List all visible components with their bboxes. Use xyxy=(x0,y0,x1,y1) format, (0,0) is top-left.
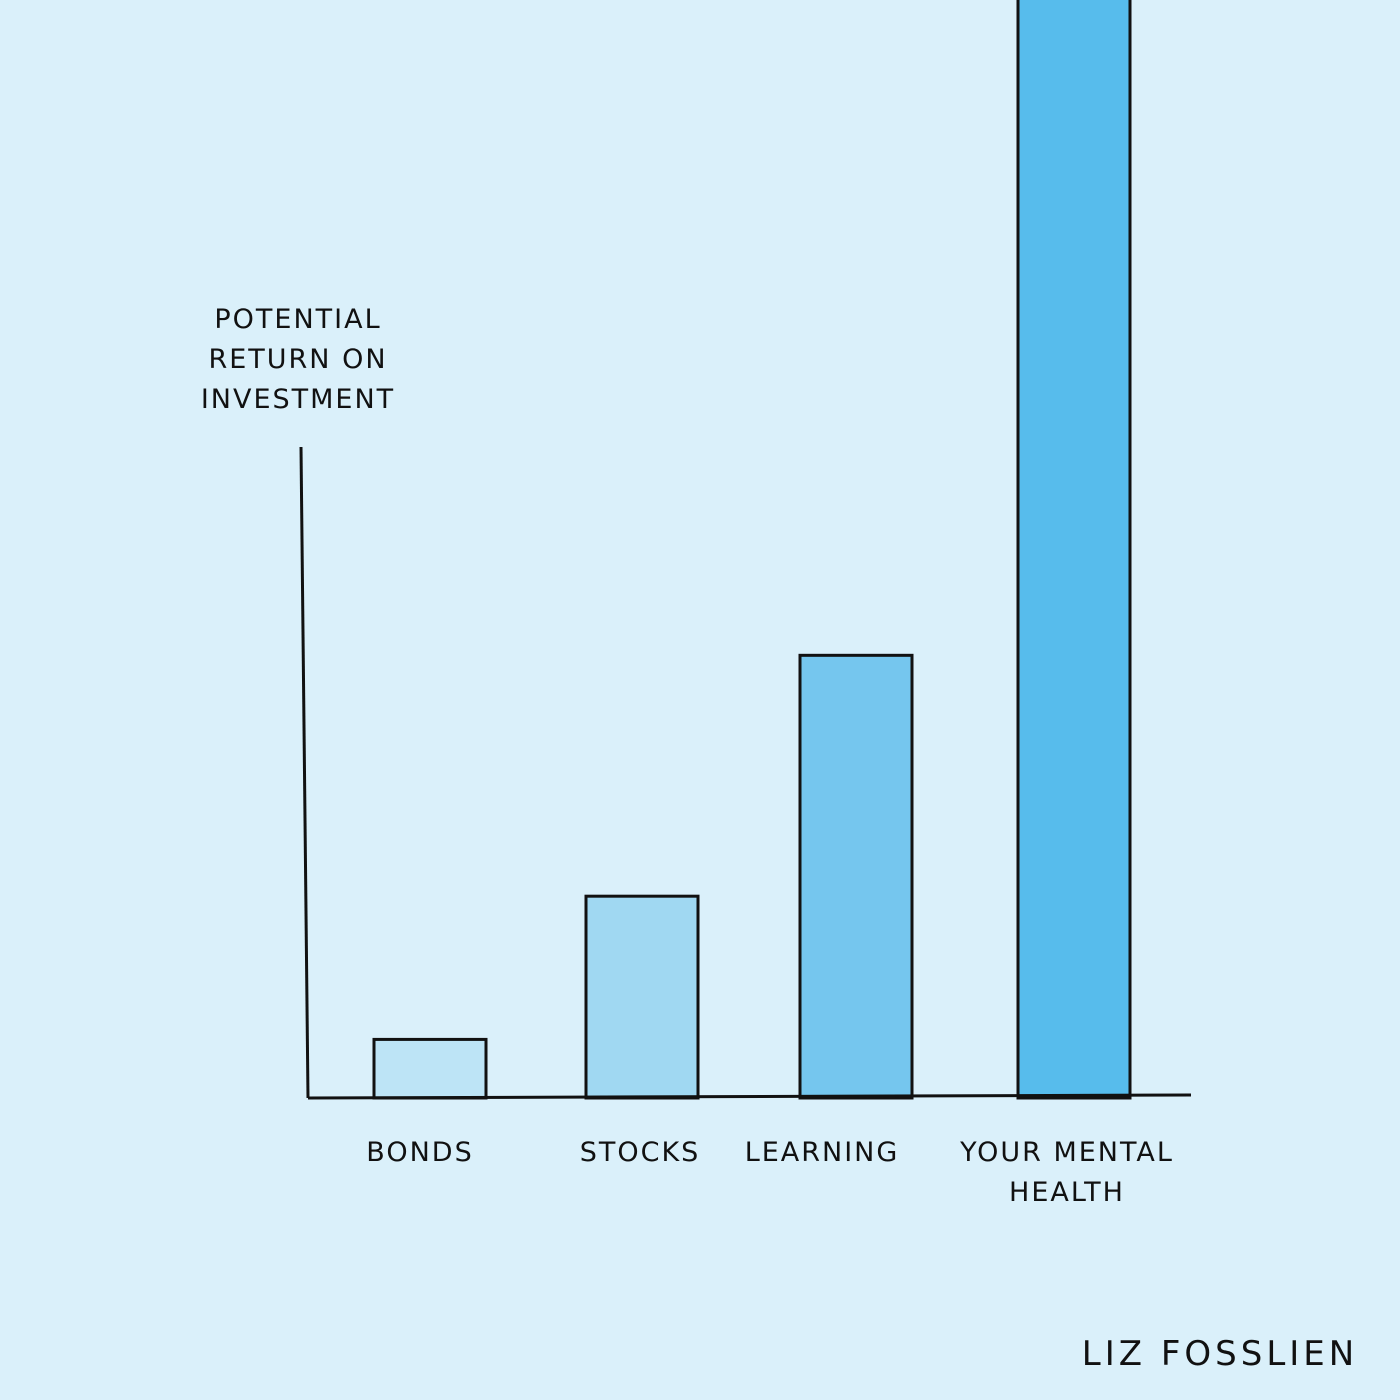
x-axis xyxy=(307,1093,1192,1100)
y-axis xyxy=(299,446,310,1099)
bar xyxy=(798,653,914,1100)
x-tick-label: BONDS xyxy=(366,1137,474,1168)
bar xyxy=(372,1037,488,1100)
x-tick-label: LEARNING xyxy=(744,1137,900,1168)
x-tick-label: STOCKS xyxy=(579,1137,701,1168)
bar xyxy=(584,894,700,1100)
bar xyxy=(1016,0,1132,1100)
x-tick-label: YOUR MENTAL HEALTH xyxy=(960,1137,1174,1208)
credit: LIZ FOSSLIEN xyxy=(1081,1334,1359,1374)
y-axis-label: POTENTIAL RETURN ON INVESTMENT xyxy=(200,304,396,415)
